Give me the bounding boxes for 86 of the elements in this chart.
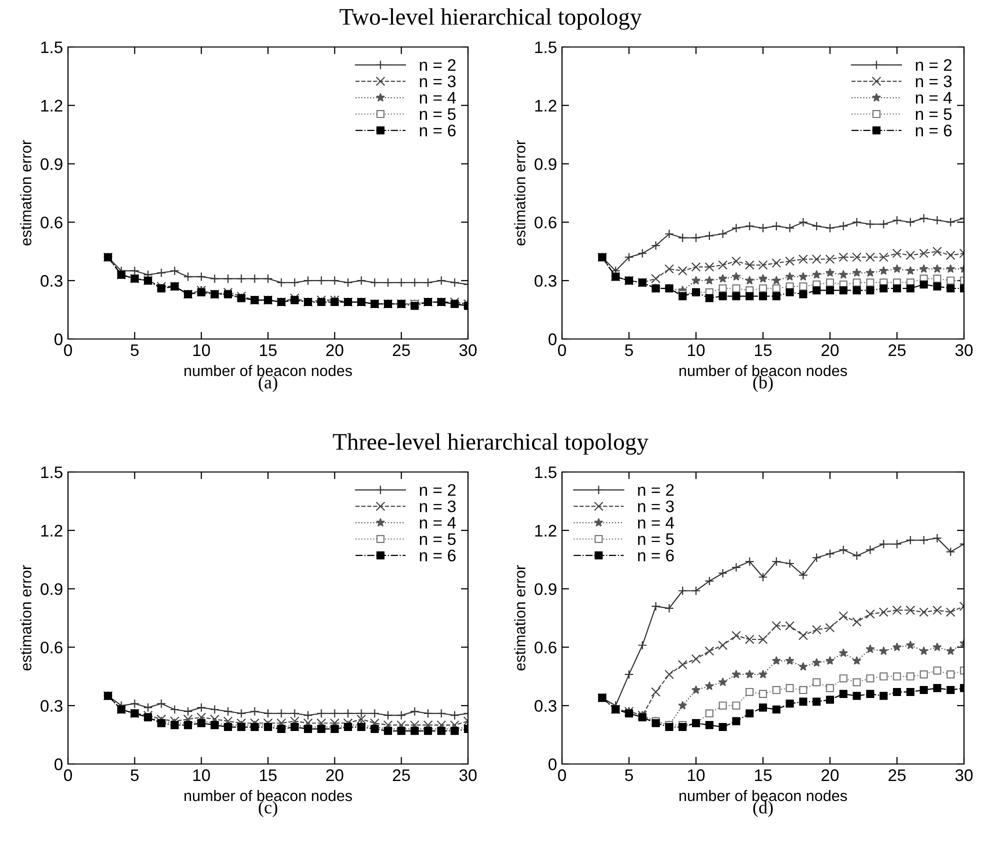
- y-tick-label: 0.9: [534, 158, 556, 170]
- x-axis-title: number of beacon nodes: [680, 790, 847, 802]
- x-tick-label: 20: [822, 344, 839, 356]
- y-tick-label: 1.5: [535, 466, 556, 478]
- legend-label: n = 2: [420, 484, 456, 496]
- x-tick-label: 30: [955, 344, 973, 356]
- legend-label: n = 4: [916, 92, 952, 104]
- x-tick-label: 0: [558, 769, 566, 782]
- x-tick-label: 5: [625, 344, 633, 356]
- text: (c): [258, 800, 278, 818]
- chart-title: Three-level hierarchical topology: [332, 433, 648, 455]
- x-tick-label: 20: [326, 344, 344, 356]
- x-axis-title: number of beacon nodes: [184, 790, 352, 802]
- y-tick-label: 0: [548, 333, 556, 346]
- x-axis-title: number of beacon nodes: [184, 364, 352, 376]
- legend-label: n = 5: [420, 533, 456, 546]
- legend-label: n = 6: [420, 550, 456, 562]
- x-tick-label: 30: [459, 769, 477, 782]
- y-axis-title: estimation error: [514, 140, 526, 246]
- x-tick-label: 30: [459, 344, 477, 356]
- x-tick-label: 25: [392, 344, 410, 356]
- y-tick-label: 0.6: [534, 216, 556, 228]
- y-tick-label: 0.6: [534, 642, 556, 654]
- legend-label: n = 2: [916, 59, 952, 71]
- y-tick-label: 0: [54, 758, 62, 770]
- legend-label: n = 3: [916, 75, 952, 88]
- y-tick-label: 0: [54, 333, 62, 346]
- y-axis-title: estimation error: [20, 565, 32, 670]
- legend-label: n = 6: [916, 124, 952, 136]
- y-tick-label: 0.9: [534, 583, 556, 596]
- legend-label: n = 5: [916, 108, 952, 120]
- x-tick-label: 15: [260, 344, 277, 356]
- x-tick-label: 10: [193, 769, 210, 782]
- x-tick-label: 20: [822, 769, 839, 782]
- legend-label: n = 3: [420, 500, 456, 512]
- x-tick-label: 25: [392, 769, 410, 782]
- y-tick-label: 1.2: [41, 100, 62, 112]
- y-tick-label: 1.2: [535, 524, 556, 536]
- x-tick-label: 10: [688, 769, 705, 782]
- y-axis-title: estimation error: [514, 565, 526, 670]
- x-tick-label: 5: [130, 344, 139, 356]
- legend-label: n = 6: [638, 550, 674, 562]
- text: (b): [753, 376, 773, 392]
- y-tick-label: 0.3: [40, 275, 62, 287]
- x-tick-label: 0: [558, 344, 566, 356]
- y-tick-label: 1.5: [41, 466, 62, 478]
- legend-label: n = 3: [420, 75, 456, 88]
- legend-label: n = 4: [638, 517, 674, 528]
- y-tick-label: 0.3: [40, 700, 62, 712]
- legend-label: n = 4: [420, 517, 456, 528]
- x-tick-label: 0: [64, 344, 72, 356]
- y-tick-label: 1.5: [535, 42, 556, 54]
- x-tick-label: 15: [755, 344, 772, 356]
- x-tick-label: 15: [260, 769, 277, 782]
- x-tick-label: 20: [326, 769, 344, 782]
- x-tick-label: 25: [888, 769, 906, 782]
- text: (a): [258, 376, 278, 392]
- y-tick-label: 0.6: [40, 216, 62, 228]
- y-tick-label: 0.6: [40, 642, 62, 654]
- x-tick-label: 15: [755, 769, 772, 782]
- legend-label: n = 5: [420, 108, 456, 120]
- x-tick-label: 30: [955, 769, 973, 782]
- legend-label: n = 3: [638, 500, 674, 512]
- legend-label: n = 2: [420, 59, 456, 71]
- y-tick-label: 0.3: [534, 275, 556, 287]
- y-tick-label: 1.5: [41, 42, 62, 54]
- text: (d): [753, 800, 773, 818]
- x-tick-label: 10: [688, 344, 705, 356]
- x-axis-title: number of beacon nodes: [680, 364, 847, 376]
- x-tick-label: 5: [130, 769, 139, 782]
- chart-title: Two-level hierarchical topology: [340, 8, 642, 30]
- x-tick-label: 25: [888, 344, 906, 356]
- y-tick-label: 0.9: [40, 583, 62, 596]
- legend-label: n = 6: [420, 124, 456, 136]
- x-tick-label: 10: [193, 344, 210, 356]
- y-tick-label: 1.2: [535, 100, 556, 112]
- y-tick-label: 0.9: [40, 158, 62, 170]
- legend-label: n = 2: [638, 484, 674, 496]
- legend-label: n = 4: [420, 92, 456, 104]
- x-tick-label: 5: [625, 769, 633, 782]
- y-axis-title: estimation error: [20, 140, 32, 246]
- y-tick-label: 0: [548, 758, 556, 770]
- y-tick-label: 1.2: [41, 524, 62, 536]
- y-tick-label: 0.3: [534, 700, 556, 712]
- legend-label: n = 5: [638, 533, 674, 546]
- x-tick-label: 0: [64, 769, 72, 782]
